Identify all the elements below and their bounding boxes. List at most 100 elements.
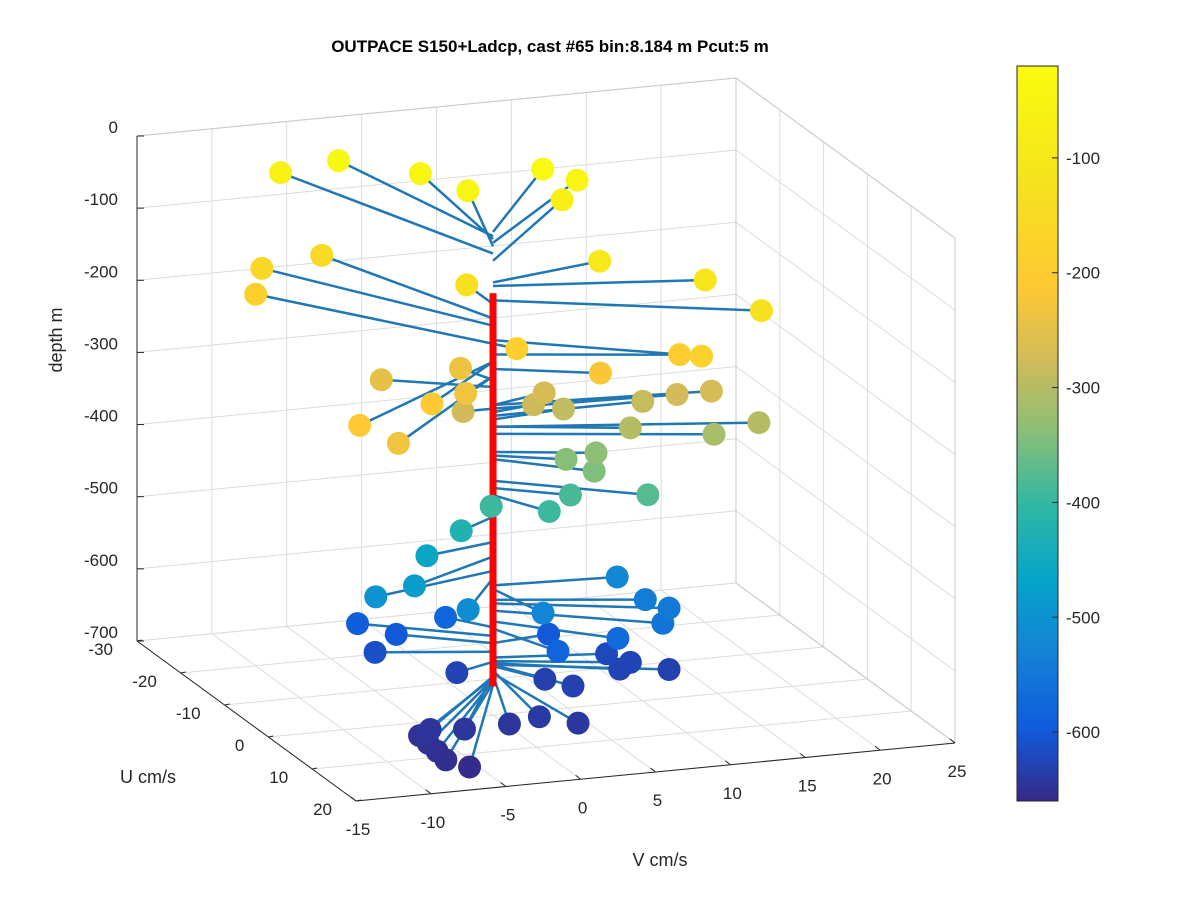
colorbar-tick-label: -100 <box>1066 149 1100 168</box>
velocity-line <box>357 622 494 638</box>
velocity-point <box>418 717 442 741</box>
z-tick-label: -200 <box>84 262 118 281</box>
grid-line <box>735 221 956 383</box>
velocity-point <box>749 299 773 323</box>
velocity-point <box>527 705 551 729</box>
z-tick-label: -500 <box>84 479 118 498</box>
y-tick-mark <box>355 799 362 802</box>
velocity-point <box>269 161 293 185</box>
velocity-point <box>369 368 393 392</box>
velocity-line <box>493 450 597 455</box>
velocity-point <box>546 639 570 663</box>
x-tick-mark <box>799 753 806 758</box>
velocity-line <box>492 168 544 233</box>
z-axis-label: depth m <box>46 307 66 372</box>
grid-line <box>180 614 780 674</box>
velocity-point <box>606 626 630 650</box>
velocity-point <box>244 282 268 306</box>
velocity-line <box>338 159 494 238</box>
velocity-line <box>381 378 494 389</box>
colorbar-tick-label: -600 <box>1066 723 1100 742</box>
colorbar: -100 -200 -300 -400 -500 -600 <box>1016 65 1100 802</box>
x-tick-mark <box>575 774 581 780</box>
grid-line <box>585 597 806 758</box>
z-tick-label: -100 <box>84 190 118 209</box>
velocity-line <box>375 569 494 599</box>
velocity-point <box>665 382 689 406</box>
plot-marks <box>244 149 773 779</box>
velocity-point <box>346 612 370 636</box>
velocity-line <box>492 457 595 473</box>
velocity-point <box>445 661 469 685</box>
x-tick-mark <box>650 767 656 773</box>
z-tick-label: -400 <box>84 407 118 426</box>
x-axis-label: V cm/s <box>632 850 687 870</box>
y-tick-label: 10 <box>269 768 288 787</box>
velocity-point <box>456 598 480 622</box>
velocity-point <box>618 416 642 440</box>
grid-line <box>660 589 881 751</box>
x-tick-mark <box>425 789 432 795</box>
grid-line <box>735 510 956 672</box>
z-tick-label: -600 <box>84 551 118 570</box>
grid-line <box>136 293 737 353</box>
y-tick-mark <box>224 703 230 706</box>
velocity-point <box>537 622 561 646</box>
velocity-point <box>479 494 503 518</box>
x-tick-mark <box>350 796 357 802</box>
velocity-point <box>363 640 387 664</box>
velocity-point <box>582 459 606 483</box>
grid-line <box>136 149 737 209</box>
colorbar-gradient <box>1016 65 1059 802</box>
velocity-line <box>492 609 663 625</box>
velocity-point <box>531 601 555 625</box>
colorbar-tick-label: -300 <box>1066 379 1100 398</box>
velocity-line <box>492 278 706 288</box>
y-tick-mark <box>312 767 318 770</box>
velocity-point <box>552 397 576 421</box>
velocity-point <box>588 361 612 385</box>
colorbar-tick-label: -500 <box>1066 608 1100 627</box>
y-tick-label: -20 <box>132 672 157 691</box>
x-tick-label: 20 <box>873 769 892 788</box>
velocity-point <box>455 273 479 297</box>
velocity-point <box>451 400 475 424</box>
y-axis-label: U cm/s <box>120 767 176 787</box>
x-tick-mark <box>874 745 881 751</box>
y-tick-label: -10 <box>176 704 201 723</box>
velocity-line <box>396 633 494 645</box>
velocity-line <box>492 575 618 587</box>
x-tick-label: 0 <box>578 798 587 817</box>
colorbar-ticks: -100 -200 -300 -400 -500 -600 <box>1052 149 1100 742</box>
velocity-point <box>533 667 557 691</box>
velocity-line <box>375 650 494 654</box>
grid-line <box>735 294 956 455</box>
velocity-line <box>492 672 579 725</box>
velocity-point <box>505 337 529 361</box>
velocity-point <box>618 650 642 674</box>
y-tick-label: 20 <box>313 800 332 819</box>
grid-line <box>735 438 956 600</box>
velocity-point <box>657 657 681 681</box>
x-tick-mark <box>500 782 507 787</box>
x-tick-mark <box>949 738 956 744</box>
velocity-line <box>492 663 670 671</box>
grid-line <box>136 438 737 498</box>
velocity-point <box>699 379 723 403</box>
velocity-point <box>449 519 473 543</box>
grid-line <box>136 221 737 281</box>
velocity-point <box>584 441 608 465</box>
velocity-point <box>537 500 561 524</box>
velocity-point <box>327 149 351 173</box>
velocity-point <box>657 596 681 620</box>
y-tick-mark <box>180 671 186 674</box>
box-edge <box>735 77 956 239</box>
velocity-point <box>452 717 476 741</box>
velocity-line <box>321 254 494 320</box>
velocity-line <box>414 555 494 588</box>
velocity-line <box>492 198 563 262</box>
axes-grid <box>136 77 956 802</box>
velocity-line <box>492 259 600 284</box>
axes-ticks: 0-100-200-300-400-500-600-700-30-20-1001… <box>84 118 966 839</box>
velocity-point <box>558 483 582 507</box>
